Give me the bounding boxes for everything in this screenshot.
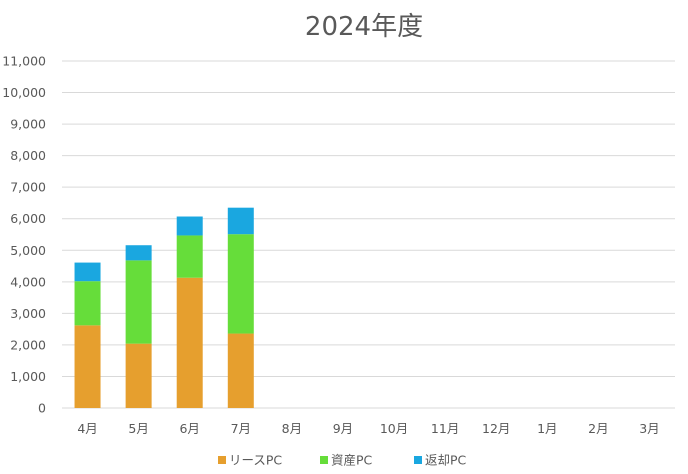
bar-segment [227, 333, 254, 408]
y-tick-label: 6,000 [10, 211, 46, 226]
legend-swatch [320, 456, 328, 464]
bar-segment [176, 277, 203, 408]
x-tick-label: 7月 [231, 421, 251, 436]
bars [74, 207, 254, 408]
chart-title: 2024年度 [305, 12, 423, 42]
x-tick-label: 2月 [588, 421, 608, 436]
x-tick-label: 4月 [77, 421, 97, 436]
legend-swatch [414, 456, 422, 464]
y-tick-label: 1,000 [10, 369, 46, 384]
x-tick-label: 1月 [537, 421, 557, 436]
bar-segment [125, 260, 152, 344]
y-tick-label: 9,000 [10, 117, 46, 132]
legend-label: リースPC [229, 453, 282, 468]
x-tick-label: 8月 [282, 421, 302, 436]
y-tick-label: 8,000 [10, 148, 46, 163]
bar-segment [125, 245, 152, 261]
bar-segment [176, 216, 203, 236]
y-tick-label: 2,000 [10, 337, 46, 352]
gridlines [62, 60, 675, 409]
y-tick-label: 5,000 [10, 243, 46, 258]
legend: リースPC 資産PC 返却PC [218, 453, 467, 468]
y-tick-label: 11,000 [2, 54, 46, 69]
legend-swatch [218, 456, 226, 464]
legend-item: 返却PC [414, 453, 467, 468]
x-tick-label: 9月 [333, 421, 353, 436]
y-axis: 0 1,000 2,000 3,000 4,000 5,000 6,000 7,000 8,00… [2, 54, 46, 416]
bar-segment [227, 234, 254, 334]
x-tick-label: 5月 [128, 421, 148, 436]
bar-segment [74, 325, 101, 408]
legend-label: 返却PC [425, 453, 467, 468]
bar-segment [74, 262, 101, 282]
legend-item: リースPC [218, 453, 282, 468]
x-tick-label: 10月 [380, 421, 408, 436]
y-tick-label: 10,000 [2, 85, 46, 100]
bar-segment [125, 343, 152, 408]
x-tick-label: 12月 [482, 421, 510, 436]
legend-label: 資産PC [331, 453, 373, 468]
bar-segment [74, 281, 101, 326]
y-tick-label: 7,000 [10, 180, 46, 195]
x-axis: 4月 5月 6月 7月 8月 9月 10月 11月 12月 1月 2月 3月 [77, 421, 659, 436]
bar-segment [176, 235, 203, 278]
y-tick-label: 0 [38, 401, 46, 416]
y-tick-label: 3,000 [10, 306, 46, 321]
x-tick-label: 3月 [639, 421, 659, 436]
x-tick-label: 11月 [431, 421, 459, 436]
x-tick-label: 6月 [179, 421, 199, 436]
legend-item: 資産PC [320, 453, 373, 468]
bar-segment [227, 207, 254, 235]
y-tick-label: 4,000 [10, 274, 46, 289]
